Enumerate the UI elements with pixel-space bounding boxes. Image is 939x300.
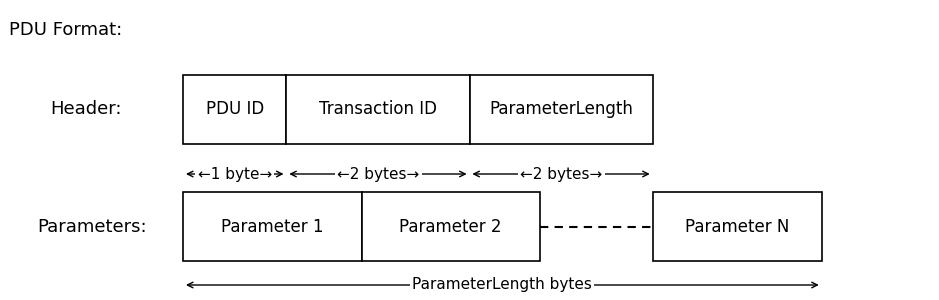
Text: PDU Format:: PDU Format: — [9, 21, 123, 39]
Text: Header:: Header: — [51, 100, 122, 118]
Text: PDU ID: PDU ID — [206, 100, 264, 118]
Text: Parameters:: Parameters: — [38, 218, 147, 236]
Text: ParameterLength: ParameterLength — [489, 100, 633, 118]
Text: ←2 bytes→: ←2 bytes→ — [337, 167, 420, 182]
Text: ←2 bytes→: ←2 bytes→ — [520, 167, 603, 182]
Bar — [183, 192, 362, 261]
Bar — [653, 192, 822, 261]
Text: Transaction ID: Transaction ID — [319, 100, 437, 118]
Text: ParameterLength bytes: ParameterLength bytes — [412, 278, 593, 292]
Bar — [183, 75, 286, 144]
Bar — [470, 75, 653, 144]
Text: Parameter 1: Parameter 1 — [221, 218, 324, 236]
Bar — [362, 192, 540, 261]
Text: Parameter 2: Parameter 2 — [399, 218, 502, 236]
Text: ←1 byte→: ←1 byte→ — [197, 167, 272, 182]
Bar — [286, 75, 470, 144]
Text: Parameter N: Parameter N — [685, 218, 790, 236]
